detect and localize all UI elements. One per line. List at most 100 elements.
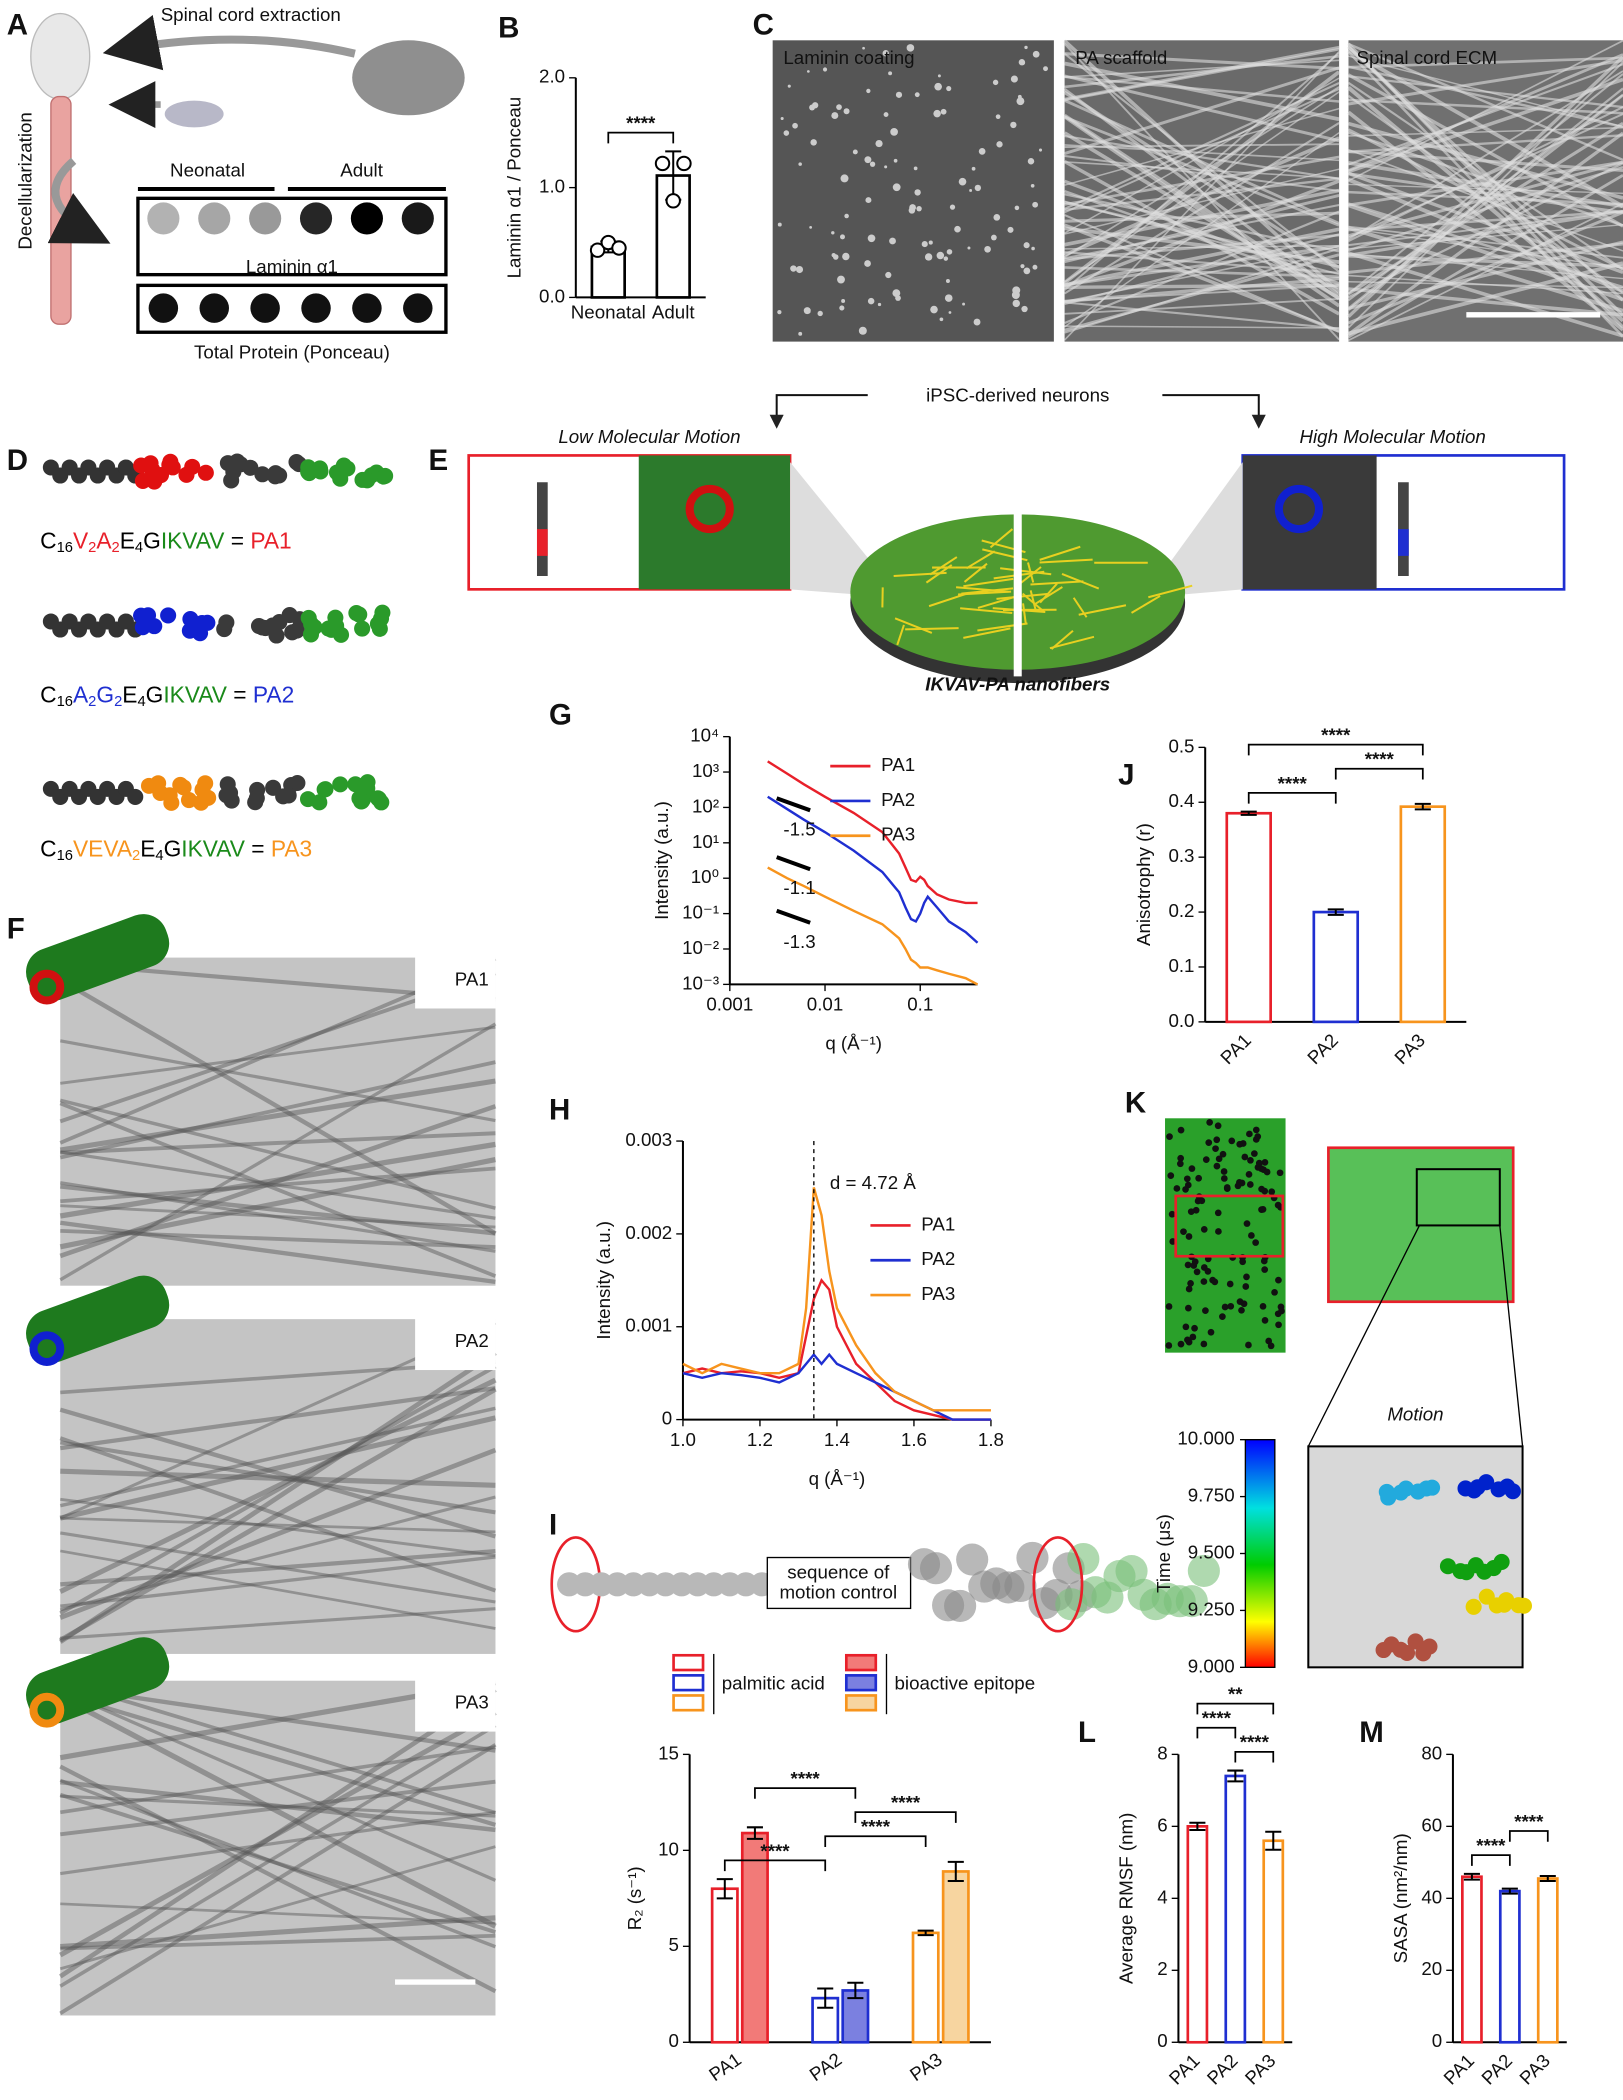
sequence-part: 16 (57, 694, 73, 710)
particle (809, 104, 816, 111)
fiber (1064, 210, 1340, 325)
neurite (1131, 595, 1161, 614)
y-tick-label: 10⁻² (682, 937, 719, 958)
dot (1255, 1159, 1263, 1167)
fiber (1064, 283, 1340, 289)
y-axis-label: Average RMSF (nm) (1115, 1813, 1136, 1984)
dot (1191, 1258, 1199, 1266)
nanofiber (59, 1694, 497, 1929)
slope-line (776, 796, 811, 813)
particle (1043, 66, 1048, 72)
particle (841, 298, 846, 303)
dot (1184, 1261, 1192, 1269)
atom (312, 463, 329, 480)
dot (1275, 1321, 1282, 1329)
particle (883, 112, 889, 118)
y-tick-label: 2.0 (539, 66, 565, 87)
atom (306, 619, 323, 636)
neurite (1049, 635, 1095, 650)
x-tick-label: Adult (652, 301, 695, 322)
particle (973, 318, 981, 326)
fiber (1347, 226, 1623, 313)
particle (798, 331, 803, 336)
fiber (1064, 244, 1340, 250)
particle (1014, 205, 1020, 211)
blot-box (136, 283, 448, 334)
annotation: -1.5 (783, 818, 815, 839)
atom (197, 464, 214, 481)
panel-label: H (549, 1093, 570, 1126)
particle (991, 234, 997, 241)
significance-bracket (1247, 743, 1424, 756)
dot (1185, 1285, 1193, 1293)
dot (1187, 1208, 1195, 1216)
zoom-line (1499, 1225, 1524, 1447)
atom (1424, 1479, 1441, 1496)
y-tick-label: 40 (1421, 1886, 1442, 1907)
fiber (1064, 297, 1340, 315)
neurite (1039, 582, 1058, 604)
dot (1207, 1328, 1215, 1336)
y-tick-label: 10⁻¹ (682, 902, 719, 923)
particle (1012, 286, 1021, 295)
neurite (996, 592, 1049, 600)
neurite (1000, 567, 1052, 576)
label-bg (415, 1678, 496, 1732)
sequence: C16VEVA2E4GIKVAV = PA3 (40, 835, 312, 863)
bar (1225, 811, 1272, 1024)
fiber (1064, 45, 1340, 101)
atom (944, 1589, 977, 1623)
blot-box (136, 196, 448, 277)
nanofiber (59, 1098, 496, 1210)
label: Spinal cord ECM (1357, 47, 1498, 68)
atom (1498, 1592, 1515, 1609)
fiber (1064, 266, 1340, 279)
nanofiber (59, 1845, 496, 1971)
bar (1312, 910, 1360, 1024)
fiber (1348, 202, 1623, 342)
nanofiber (60, 1555, 496, 1608)
atom (1380, 1489, 1397, 1506)
fiber (1064, 59, 1340, 78)
sequence-part: 16 (57, 540, 73, 556)
particle (865, 197, 872, 204)
neurite (929, 556, 958, 576)
significance-bracket (723, 1859, 827, 1872)
panel-label: M (1359, 1716, 1384, 1749)
particle (946, 249, 953, 255)
y-tick-label: 0.4 (1168, 790, 1194, 811)
sequence-part: PA1 (250, 527, 291, 553)
nanofiber (58, 1350, 497, 1644)
y-tick-label: 10³ (692, 760, 719, 781)
particle (882, 50, 889, 57)
x-tick-label: PA2 (1477, 2050, 1516, 2089)
fiber (1064, 325, 1340, 329)
nanofiber (59, 1141, 496, 1219)
nanofiber (60, 1468, 496, 1488)
significance-bracket (1247, 791, 1337, 804)
colorbar-tick-label: 9.250 (1188, 1598, 1235, 1619)
neurite (1148, 584, 1193, 599)
atom (1465, 1598, 1482, 1615)
dot (1180, 1228, 1187, 1236)
dot (1236, 1298, 1244, 1305)
blot-dot (350, 202, 383, 235)
dot (1219, 1150, 1227, 1158)
atom (1187, 1554, 1220, 1587)
dot (1246, 1130, 1253, 1138)
sequence-part: IKVAV (161, 527, 225, 553)
significance-label: **** (1514, 1811, 1544, 1832)
blot-dot (352, 293, 382, 323)
x-tick-label: PA1 (1216, 1029, 1255, 1068)
dot (1191, 1324, 1198, 1332)
y-tick-label: 10¹ (692, 831, 719, 852)
dot (1243, 1220, 1251, 1227)
atom (1397, 1480, 1414, 1497)
dot (1173, 1185, 1181, 1192)
sequence-part: G (96, 681, 114, 707)
dot (1213, 1162, 1221, 1170)
legend-label: PA3 (881, 824, 915, 845)
x-tick-label: PA1 (1165, 2050, 1204, 2089)
fiber (1347, 55, 1623, 318)
